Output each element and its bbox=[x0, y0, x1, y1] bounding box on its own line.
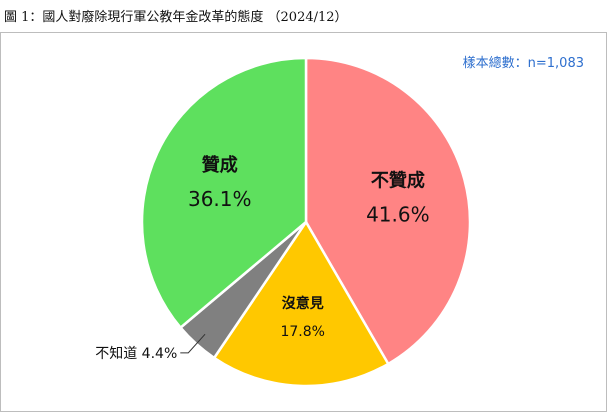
sample-size-note: 樣本總數：n=1,083 bbox=[462, 56, 584, 71]
slice-label-3: 不知道 4.4% bbox=[95, 345, 177, 362]
slice-label-2: 沒意見 bbox=[282, 295, 324, 312]
slice-value-4: 36.1% bbox=[188, 187, 252, 211]
slice-label-4: 贊成 bbox=[202, 154, 238, 176]
leader-line-3 bbox=[180, 333, 206, 354]
pie-slice-4 bbox=[140, 56, 308, 330]
slice-value-2: 17.8% bbox=[280, 324, 324, 340]
pie-slice-2 bbox=[212, 219, 390, 388]
slice-label-1: 不贊成 bbox=[371, 170, 425, 192]
slice-value-1: 41.6% bbox=[366, 202, 430, 226]
figure-title: 圖 1：國人對廢除現行軍公教年金改革的態度 （2024/12） bbox=[4, 10, 348, 25]
pie-slice-1 bbox=[304, 56, 472, 366]
